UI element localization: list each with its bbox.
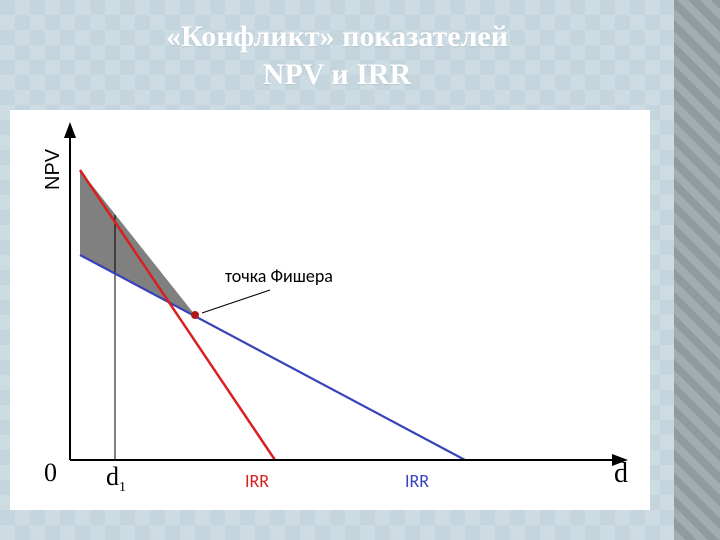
npv-irr-chart: NPV 0 d d1 точка Фишера IRR IRR	[10, 110, 650, 510]
fisher-point-label: точка Фишера	[225, 265, 333, 287]
red-npv-line	[80, 170, 275, 460]
d1-letter: d	[106, 462, 119, 491]
title-line-1: «Конфликт» показателей	[166, 20, 508, 53]
y-axis-arrow	[64, 122, 76, 138]
irr-blue-label: IRR	[405, 470, 429, 492]
decorative-right-stripe	[674, 0, 720, 540]
d1-tick-label: d1	[106, 462, 126, 492]
slide-title: «Конфликт» показателей NPV и IRR	[0, 18, 674, 93]
x-axis-label: d	[614, 458, 628, 490]
chart-svg	[10, 110, 650, 510]
conflict-shaded-region	[80, 170, 195, 315]
title-line-2: NPV и IRR	[263, 58, 411, 91]
irr-red-label: IRR	[245, 470, 269, 492]
origin-label: 0	[44, 458, 57, 488]
y-axis-label: NPV	[42, 149, 65, 190]
fisher-callout-line	[202, 290, 270, 313]
fisher-point	[191, 311, 199, 319]
d1-subscript: 1	[119, 480, 126, 495]
